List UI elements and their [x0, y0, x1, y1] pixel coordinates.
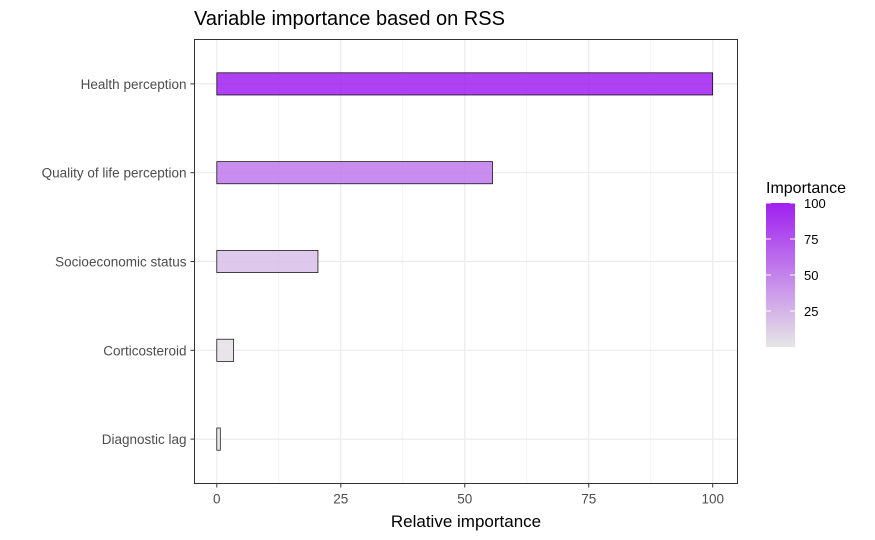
y-tick-label: Socioeconomic status	[55, 255, 187, 270]
bar-corticosteroid	[216, 338, 235, 362]
legend-title: Importance	[766, 180, 846, 197]
x-tick-label: 75	[581, 492, 596, 507]
y-axis: Health perception Quality of life percept…	[42, 77, 195, 447]
legend-tick-label: 100	[804, 196, 826, 211]
y-tick-label: Diagnostic lag	[102, 432, 187, 447]
bar-health-perception	[216, 72, 714, 96]
y-tick-label: Quality of life perception	[42, 166, 187, 181]
legend-ticks: 25 50 75 100	[766, 196, 826, 319]
bar-socioeconomic-status	[216, 250, 319, 273]
x-tick-label: 25	[333, 492, 348, 507]
legend-tick-label: 25	[804, 304, 818, 319]
chart-title: Variable importance based on RSS	[194, 8, 505, 30]
x-axis-title: Relative importance	[391, 512, 541, 531]
x-axis: 0 25 50 75 100	[213, 483, 724, 507]
x-tick-label: 100	[701, 492, 724, 507]
legend: Importance 25 50 75 100	[766, 180, 846, 347]
legend-tick-label: 75	[804, 232, 818, 247]
x-tick-label: 0	[213, 492, 221, 507]
bars	[216, 72, 714, 451]
bar-diagnostic-lag	[216, 427, 221, 451]
x-tick-label: 50	[457, 492, 472, 507]
bar-quality-of-life-perception	[216, 161, 493, 185]
y-tick-label: Corticosteroid	[103, 343, 186, 358]
y-tick-label: Health perception	[81, 77, 187, 92]
legend-tick-label: 50	[804, 268, 818, 283]
